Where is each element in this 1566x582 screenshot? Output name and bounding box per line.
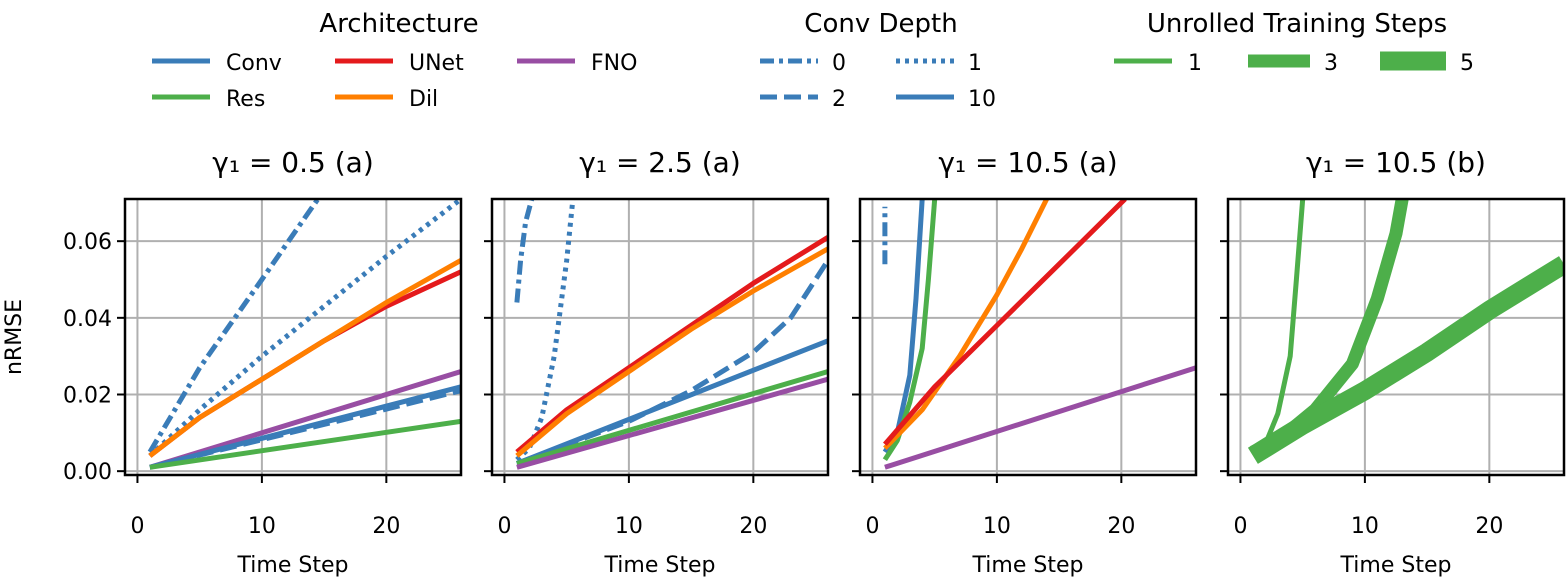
- panel-4: γ₁ = 10.5 (b) 0 10 20 Time Step: [1220, 146, 1566, 578]
- panel-4-title: γ₁ = 10.5 (b): [1306, 146, 1486, 179]
- panel-1: γ₁ = 0.5 (a) 0 10 20 0.00 0.02 0.04 0.06 Time St…: [63, 146, 463, 578]
- plot-frame: [123, 197, 463, 477]
- x-tick-label-10: 10: [1351, 514, 1379, 539]
- legend-label-conv: Conv: [226, 51, 282, 76]
- x-tick-label-10: 10: [615, 514, 643, 539]
- series-line-fno-depth-10-unroll-1: [516, 376, 828, 470]
- series-line-unet-depth-10-unroll-1: [883, 199, 1127, 446]
- series-group: [1247, 199, 1564, 464]
- series-line-conv-depth-0-unroll-1: [147, 199, 320, 454]
- series-line-conv-depth-2-unroll-1: [149, 388, 461, 470]
- series-line-res-depth-10-unroll-1: [516, 369, 828, 466]
- plot-frame: [490, 197, 830, 477]
- legend-label-unroll-3: 3: [1324, 51, 1338, 76]
- series-line-conv-depth-1-unroll-1: [148, 199, 461, 458]
- x-axis-label: Time Step: [604, 553, 716, 577]
- series-line-res-depth-10-unroll-1: [882, 199, 938, 462]
- series-line-res-depth-10-unroll-5: [1247, 256, 1564, 464]
- series-group: [147, 199, 461, 470]
- legend-label-fno: FNO: [591, 51, 637, 76]
- panels: γ₁ = 0.5 (a) 0 10 20 0.00 0.02 0.04 0.06 Time St…: [63, 146, 1566, 578]
- x-tick-label-10: 10: [983, 514, 1011, 539]
- x-axis-label: Time Step: [972, 553, 1084, 577]
- y-tick-label-2: 0.04: [63, 307, 112, 332]
- x-tick-label-0: 0: [1233, 514, 1247, 539]
- legend-label-depth-1: 1: [968, 51, 982, 76]
- series-line-res-depth-10-unroll-1: [149, 418, 461, 470]
- series-line-dil-depth-10-unroll-1: [515, 246, 828, 458]
- series-group: [514, 199, 828, 470]
- legend-label-depth-10: 10: [968, 87, 996, 112]
- y-axis-label: nRMSE: [2, 299, 27, 375]
- y-tick-label-3: 0.06: [63, 230, 112, 255]
- legend-conv-depth: Conv Depth 0 1 2 10: [760, 9, 996, 112]
- series-line-dil-depth-10-unroll-1: [883, 199, 1049, 450]
- x-tick-label-0: 0: [497, 514, 511, 539]
- series-line-conv-depth-2-unroll-1: [516, 258, 828, 466]
- series-line-conv-depth-10-unroll-1: [515, 338, 828, 466]
- legend-label-depth-0: 0: [832, 51, 846, 76]
- y-tick-label-1: 0.02: [63, 384, 112, 409]
- legend-architecture: Architecture Conv UNet FNO Res Dil: [152, 9, 637, 112]
- series-line-conv-depth-1-unroll-1: [515, 199, 576, 462]
- legend-architecture-title: Architecture: [319, 9, 478, 39]
- legend-label-res: Res: [226, 87, 265, 112]
- x-tick-label-20: 20: [1107, 514, 1135, 539]
- legend-label-unroll-1: 1: [1188, 51, 1202, 76]
- legend-unrolled-title: Unrolled Training Steps: [1147, 9, 1447, 39]
- legend-label-depth-2: 2: [832, 87, 846, 112]
- x-tick-label-0: 0: [130, 514, 144, 539]
- legend-label-unroll-5: 5: [1460, 51, 1474, 76]
- panel-2: γ₁ = 2.5 (a) 0 10 20 Time Step: [484, 146, 830, 578]
- legend-label-unet: UNet: [409, 51, 464, 76]
- x-axis-label: Time Step: [237, 553, 349, 577]
- x-tick-label-20: 20: [739, 514, 767, 539]
- plot-frame: [1226, 197, 1566, 477]
- panel-1-title: γ₁ = 0.5 (a): [212, 146, 374, 179]
- panel-3: γ₁ = 10.5 (a) 0 10 20 Time Step: [852, 146, 1198, 578]
- x-tick-label-10: 10: [248, 514, 276, 539]
- series-group: [882, 199, 1196, 470]
- y-tick-label-0: 0.00: [63, 460, 112, 485]
- legend-label-dil: Dil: [409, 87, 438, 112]
- legend-unrolled: Unrolled Training Steps 1 3 5: [1114, 9, 1474, 76]
- plot-frame: [858, 197, 1198, 477]
- panel-3-title: γ₁ = 10.5 (a): [938, 146, 1117, 179]
- series-line-res-depth-10-unroll-1: [1251, 199, 1306, 455]
- x-tick-label-0: 0: [865, 514, 879, 539]
- legend-conv-depth-title: Conv Depth: [804, 9, 957, 39]
- x-tick-label-20: 20: [1475, 514, 1503, 539]
- series-line-unet-depth-10-unroll-1: [515, 235, 828, 454]
- panel-2-title: γ₁ = 2.5 (a): [579, 146, 741, 179]
- series-line-dil-depth-10-unroll-1: [148, 258, 461, 458]
- series-line-conv-depth-0-unroll-1: [514, 199, 535, 303]
- series-line-fno-depth-10-unroll-1: [884, 365, 1196, 470]
- x-tick-label-20: 20: [372, 514, 400, 539]
- x-axis-label: Time Step: [1340, 553, 1452, 577]
